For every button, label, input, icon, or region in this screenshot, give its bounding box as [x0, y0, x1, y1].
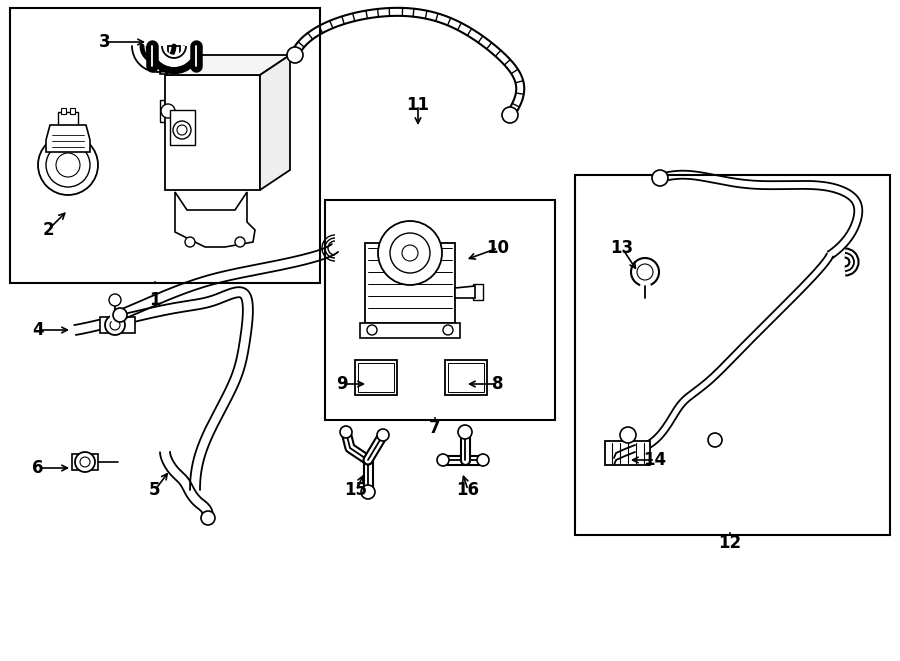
Circle shape [109, 294, 121, 306]
Circle shape [620, 427, 636, 443]
Text: 1: 1 [149, 291, 161, 309]
Circle shape [161, 104, 175, 118]
Polygon shape [46, 125, 90, 152]
Text: 6: 6 [32, 459, 44, 477]
Bar [61, 108, 66, 114]
Circle shape [437, 454, 449, 466]
Circle shape [361, 485, 375, 499]
Bar [448, 363, 484, 392]
Polygon shape [170, 110, 195, 145]
Circle shape [105, 315, 125, 335]
Circle shape [46, 143, 90, 187]
Circle shape [402, 245, 418, 261]
Polygon shape [365, 243, 455, 323]
Bar [58, 112, 78, 126]
Bar [355, 360, 397, 395]
Circle shape [235, 237, 245, 247]
Bar [176, 64, 188, 74]
Circle shape [443, 325, 453, 335]
Polygon shape [175, 192, 255, 247]
Bar [325, 200, 555, 420]
Circle shape [340, 426, 352, 438]
Bar [70, 108, 75, 114]
Text: 16: 16 [456, 481, 480, 499]
Circle shape [173, 121, 191, 139]
Text: 11: 11 [407, 96, 429, 114]
Circle shape [113, 308, 127, 322]
Text: 14: 14 [644, 451, 667, 469]
Circle shape [458, 425, 472, 439]
Circle shape [367, 325, 377, 335]
Text: 10: 10 [487, 239, 509, 257]
Circle shape [708, 433, 722, 447]
Circle shape [287, 47, 303, 63]
Circle shape [80, 457, 90, 467]
Bar [445, 360, 487, 395]
Text: 13: 13 [610, 239, 634, 257]
Circle shape [201, 511, 215, 525]
Circle shape [38, 135, 98, 195]
Bar [168, 46, 180, 62]
Circle shape [637, 264, 653, 280]
Text: 7: 7 [429, 419, 441, 437]
Circle shape [177, 125, 187, 135]
Text: 5: 5 [149, 481, 161, 499]
Bar [160, 100, 175, 122]
Circle shape [652, 170, 668, 186]
Polygon shape [605, 441, 650, 465]
Circle shape [185, 237, 195, 247]
Text: 12: 12 [718, 534, 742, 552]
Circle shape [110, 320, 120, 330]
Text: 8: 8 [492, 375, 504, 393]
Text: 2: 2 [42, 221, 54, 239]
Bar [358, 363, 394, 392]
Text: 4: 4 [32, 321, 44, 339]
Bar [175, 90, 250, 170]
Polygon shape [72, 454, 98, 470]
Circle shape [477, 454, 489, 466]
Bar [575, 175, 890, 535]
Circle shape [631, 258, 659, 286]
Circle shape [56, 153, 80, 177]
Circle shape [378, 221, 442, 285]
Circle shape [377, 429, 389, 441]
Bar [473, 284, 483, 300]
Circle shape [502, 107, 518, 123]
Polygon shape [100, 317, 135, 333]
Polygon shape [455, 286, 475, 298]
Polygon shape [165, 75, 260, 190]
Text: 15: 15 [345, 481, 367, 499]
Polygon shape [360, 323, 460, 338]
Bar [160, 64, 172, 74]
Polygon shape [165, 55, 290, 75]
Text: 9: 9 [337, 375, 347, 393]
Text: 3: 3 [99, 33, 111, 51]
Circle shape [75, 452, 95, 472]
Polygon shape [260, 55, 290, 190]
Circle shape [390, 233, 430, 273]
Bar [10, 8, 320, 283]
